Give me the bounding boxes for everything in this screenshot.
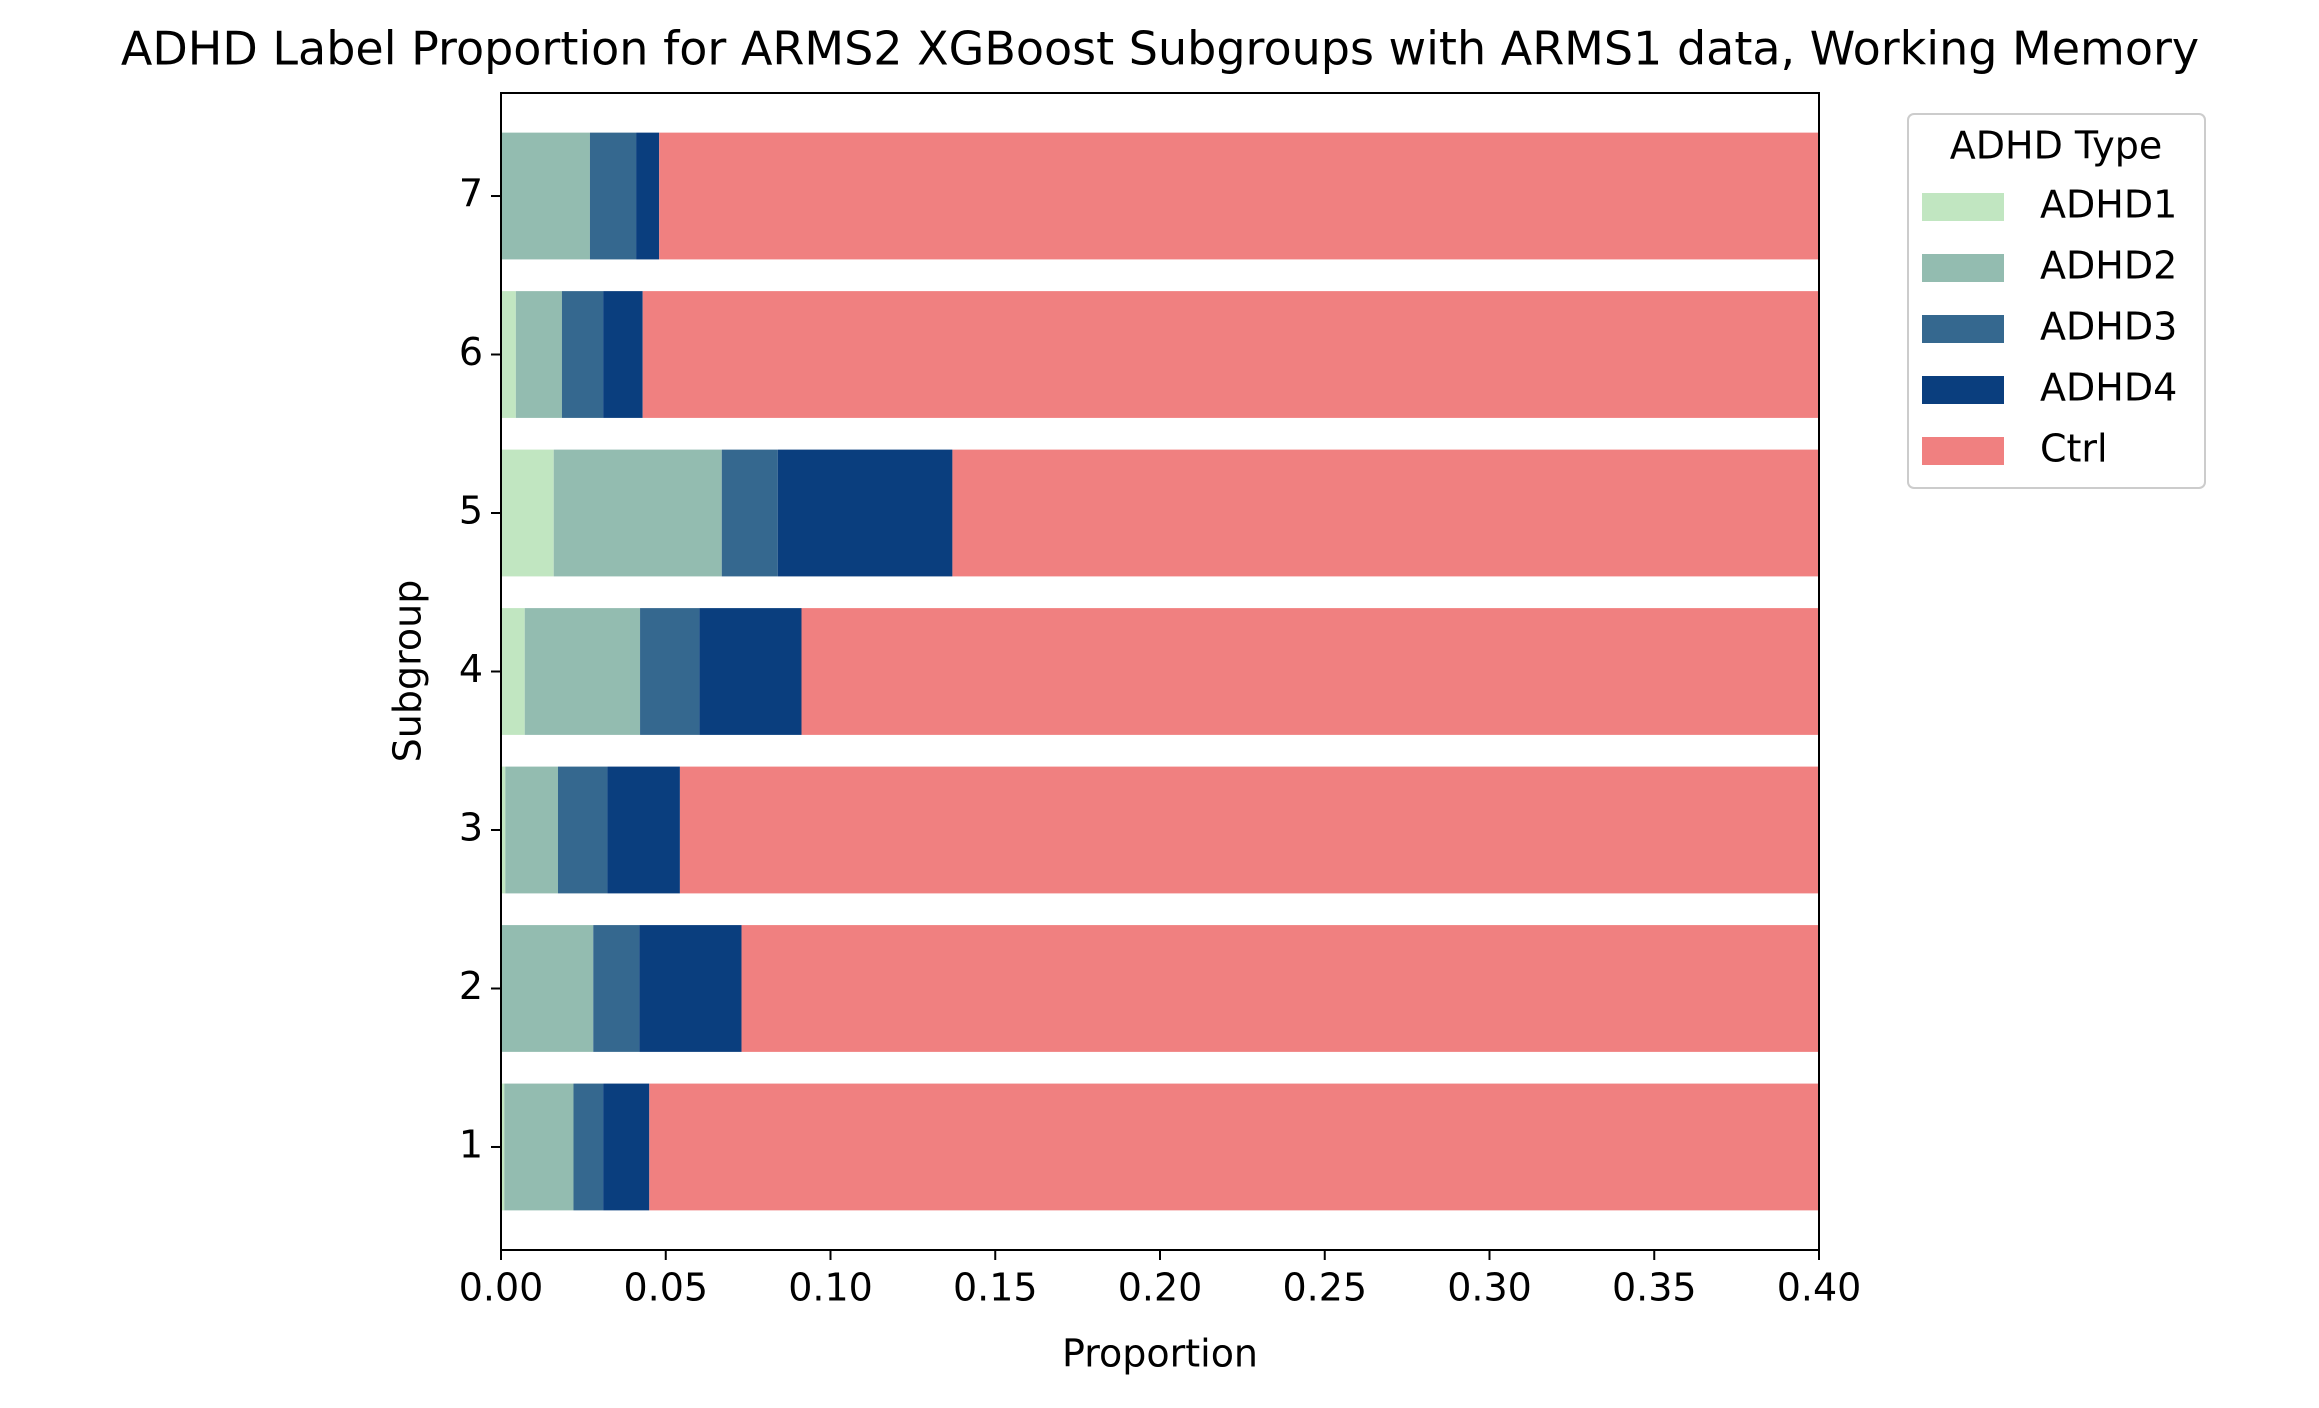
- legend-label: ADHD3: [2040, 305, 2177, 349]
- bar-segment: [501, 291, 516, 418]
- bar-segment: [501, 449, 554, 577]
- bar-segment: [593, 925, 640, 1052]
- bar-segment: [553, 449, 722, 577]
- x-tick-label: 0.00: [459, 1266, 544, 1310]
- y-tick-label: 4: [459, 647, 483, 691]
- bar-segment: [679, 766, 1819, 894]
- y-tick-label: 7: [459, 172, 483, 216]
- bar-segment: [573, 1083, 604, 1211]
- x-tick-label: 0.15: [953, 1266, 1038, 1310]
- legend-swatch: [1922, 193, 2004, 221]
- bar-segment: [607, 766, 680, 894]
- bar-segment: [515, 291, 562, 418]
- x-tick-label: 0.10: [788, 1266, 873, 1310]
- bar-segment: [524, 608, 641, 735]
- bar-segment: [558, 766, 608, 894]
- bar-segment: [561, 291, 604, 418]
- x-tick-label: 0.25: [1282, 1266, 1367, 1310]
- bar-segment: [505, 766, 559, 894]
- bar-segment: [721, 449, 778, 577]
- bar-segment: [699, 608, 802, 735]
- plot-area: [501, 132, 1819, 1211]
- legend-label: Ctrl: [2040, 427, 2108, 471]
- legend-title: ADHD Type: [1950, 124, 2162, 168]
- bar-segment: [642, 291, 1819, 418]
- bar-segment: [952, 449, 1819, 577]
- bar-segment: [501, 766, 506, 894]
- bar-segment: [640, 608, 700, 735]
- bar-segment: [501, 608, 525, 735]
- y-axis-label: Subgroup: [386, 580, 430, 763]
- bar-segment: [741, 925, 1819, 1052]
- x-tick-label: 0.40: [1777, 1266, 1862, 1310]
- y-tick-label: 5: [459, 489, 483, 533]
- legend-label: ADHD4: [2040, 366, 2177, 410]
- bar-segment: [603, 291, 643, 418]
- bar-segment: [801, 608, 1819, 735]
- y-tick-label: 2: [459, 964, 483, 1008]
- x-axis-label: Proportion: [1062, 1332, 1258, 1376]
- x-tick-label: 0.20: [1118, 1266, 1203, 1310]
- y-tick-label: 1: [459, 1122, 483, 1166]
- bar-segment: [501, 1083, 505, 1211]
- bar-segment: [504, 1083, 574, 1211]
- bar-segment: [659, 132, 1819, 260]
- y-tick-label: 3: [459, 805, 483, 849]
- chart-title: ADHD Label Proportion for ARMS2 XGBoost …: [121, 22, 2199, 76]
- bar-segment: [639, 925, 742, 1052]
- bar-segment: [589, 132, 637, 260]
- bar-segment: [636, 132, 660, 260]
- x-tick-label: 0.35: [1612, 1266, 1697, 1310]
- bar-segment: [501, 132, 590, 260]
- legend-swatch: [1922, 315, 2004, 343]
- bar-segment: [603, 1083, 650, 1211]
- bar-segment: [649, 1083, 1819, 1211]
- legend-swatch: [1922, 254, 2004, 282]
- bar-segment: [777, 449, 953, 577]
- y-tick-label: 6: [459, 330, 483, 374]
- x-tick-label: 0.30: [1447, 1266, 1532, 1310]
- bar-segment: [501, 925, 594, 1052]
- legend-label: ADHD2: [2040, 244, 2177, 288]
- legend-swatch: [1922, 437, 2004, 465]
- legend-swatch: [1922, 376, 2004, 404]
- x-tick-label: 0.05: [623, 1266, 708, 1310]
- legend-label: ADHD1: [2040, 183, 2177, 227]
